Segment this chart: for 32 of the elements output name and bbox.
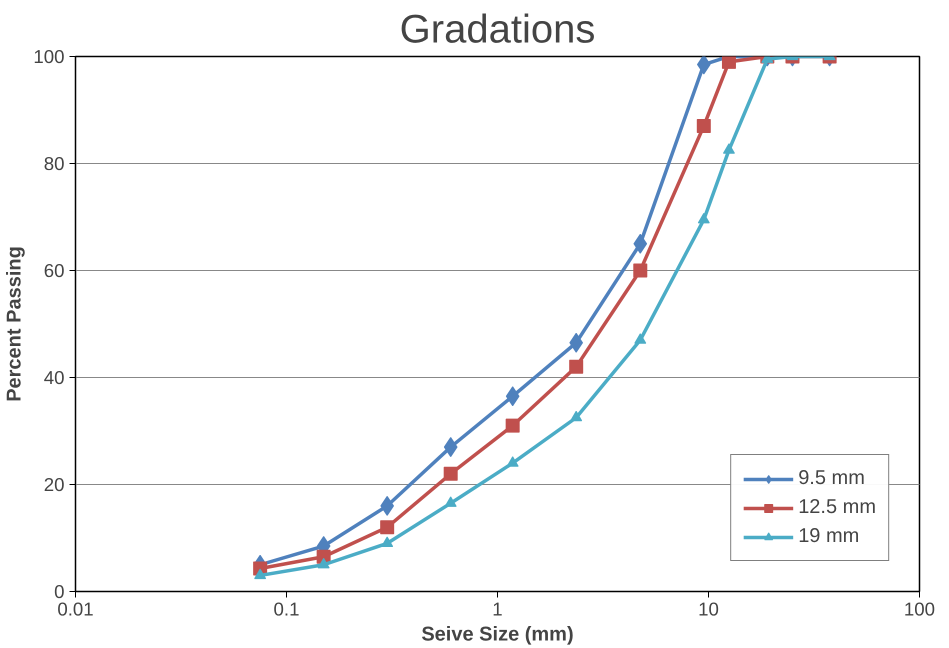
point [506,456,519,467]
legend-label: 19 mm [798,525,860,548]
point [696,119,711,134]
point [696,56,711,75]
point [318,558,330,568]
point [254,568,266,580]
point [506,418,520,433]
point [569,332,584,353]
point [381,536,394,548]
x-axis-title: Seive Size (mm) [421,624,574,646]
y-axis-title: Percent Passing [3,246,26,402]
y-tick-label: 100 [33,46,65,67]
point [633,234,648,254]
point [444,496,457,507]
point [444,466,458,481]
point [380,496,394,516]
x-tick-label: 1 [492,598,503,620]
legend-label: 9.5 mm [798,467,865,490]
point [633,264,648,278]
point [569,360,584,374]
chart-title: Gradations [400,8,596,52]
y-tick-label: 60 [44,260,65,281]
y-tick-label: 20 [44,474,65,495]
legend-label: 12.5 mm [798,496,876,519]
y-tick-label: 40 [44,367,65,388]
x-tick-label: 0.1 [274,598,300,620]
x-tick-label: 10 [698,598,719,620]
x-tick-label: 100 [904,598,936,620]
point [444,437,458,458]
y-tick-label: 80 [44,153,65,174]
point [380,520,394,534]
point [570,410,582,422]
